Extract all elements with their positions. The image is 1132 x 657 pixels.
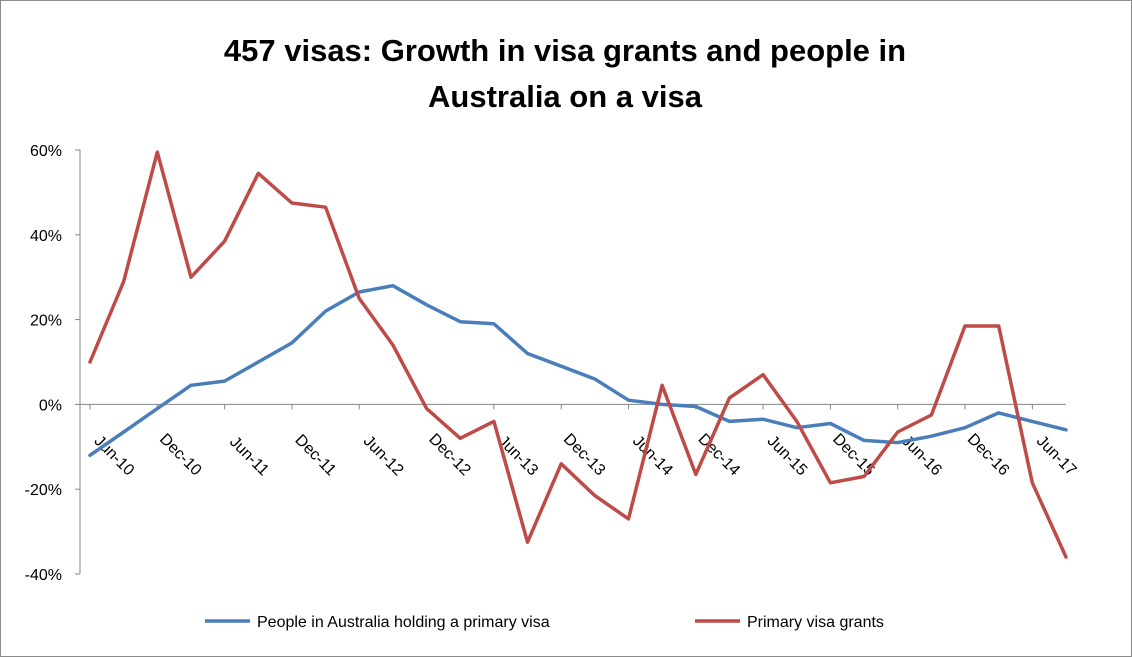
x-tick-label: Dec-13 xyxy=(560,431,609,480)
axes xyxy=(79,150,1066,574)
x-tick-label: Jun-13 xyxy=(494,433,541,480)
x-tick-label: Dec-10 xyxy=(156,431,205,480)
x-tick-label: Jun-15 xyxy=(764,433,811,480)
x-tick-label: Jun-14 xyxy=(629,433,676,480)
x-tick-label: Dec-12 xyxy=(425,431,474,480)
chart-title-line-1: 457 visas: Growth in visa grants and peo… xyxy=(223,33,907,68)
x-tick-label: Dec-14 xyxy=(694,431,743,480)
y-tick-label: 40% xyxy=(30,228,62,245)
chart-title-line-2: Australia on a visa xyxy=(428,79,702,114)
x-tick-label: Jun-17 xyxy=(1033,433,1080,480)
x-tick-label: Dec-15 xyxy=(829,431,878,480)
x-tick-label: Dec-11 xyxy=(291,432,339,480)
legend-label: Primary visa grants xyxy=(747,614,884,631)
y-tick-label: 0% xyxy=(39,397,62,414)
x-tick-label: Dec-16 xyxy=(964,431,1013,480)
legend: People in Australia holding a primary vi… xyxy=(205,614,884,631)
legend-label: People in Australia holding a primary vi… xyxy=(257,614,550,631)
y-tick-label: 60% xyxy=(30,143,62,160)
chart-title: 457 visas: Growth in visa grants and peo… xyxy=(0,28,1130,120)
series-line-people-holding-visa xyxy=(88,283,1068,458)
x-tick-label: Jun-11 xyxy=(226,433,272,479)
y-tick-labels: -40% -20% 0% 20% 40% 60% xyxy=(25,143,80,584)
series-lines xyxy=(88,150,1068,559)
y-tick-label: -20% xyxy=(25,482,62,499)
y-tick-label: 20% xyxy=(30,313,62,330)
x-tick-label: Jun-12 xyxy=(360,433,407,480)
y-tick-label: -40% xyxy=(25,567,62,584)
series-line-visa-grants xyxy=(88,150,1068,559)
